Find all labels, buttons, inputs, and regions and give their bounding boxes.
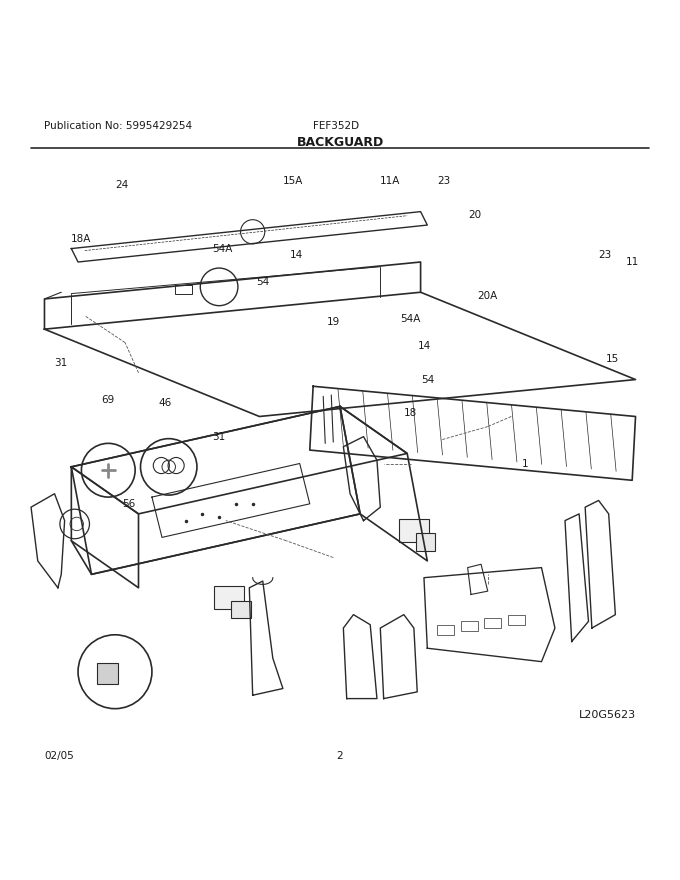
Text: 56: 56: [122, 499, 135, 509]
Text: 24: 24: [115, 180, 129, 190]
Text: 15: 15: [605, 355, 619, 364]
Text: 11A: 11A: [380, 176, 401, 187]
Text: 1: 1: [522, 458, 528, 468]
Text: 11: 11: [626, 257, 639, 267]
Text: 20A: 20A: [477, 290, 498, 301]
Text: 14: 14: [418, 341, 430, 351]
Text: 14: 14: [290, 250, 303, 260]
Text: 23: 23: [437, 176, 451, 187]
Text: 69: 69: [101, 395, 115, 405]
FancyBboxPatch shape: [97, 663, 118, 685]
Text: 18A: 18A: [71, 233, 92, 244]
Text: FEF352D: FEF352D: [313, 121, 359, 131]
Text: 19: 19: [326, 318, 340, 327]
Text: 15A: 15A: [283, 176, 303, 187]
Text: 31: 31: [54, 358, 68, 368]
Text: 54A: 54A: [212, 244, 233, 253]
Text: 54A: 54A: [401, 314, 421, 324]
Text: 20: 20: [468, 210, 481, 220]
Text: 2: 2: [337, 751, 343, 760]
FancyBboxPatch shape: [399, 519, 428, 542]
FancyBboxPatch shape: [214, 586, 244, 609]
Text: 31: 31: [212, 432, 226, 442]
Text: 23: 23: [598, 250, 612, 260]
Text: 54: 54: [256, 277, 269, 287]
Text: 18: 18: [404, 408, 417, 418]
Text: 54: 54: [421, 375, 434, 385]
Text: Publication No: 5995429254: Publication No: 5995429254: [44, 121, 192, 131]
Text: 02/05: 02/05: [44, 751, 74, 760]
Text: L20G5623: L20G5623: [579, 710, 636, 721]
Text: BACKGUARD: BACKGUARD: [296, 136, 384, 150]
FancyBboxPatch shape: [416, 533, 435, 551]
Text: 46: 46: [158, 398, 172, 408]
FancyBboxPatch shape: [231, 600, 251, 618]
